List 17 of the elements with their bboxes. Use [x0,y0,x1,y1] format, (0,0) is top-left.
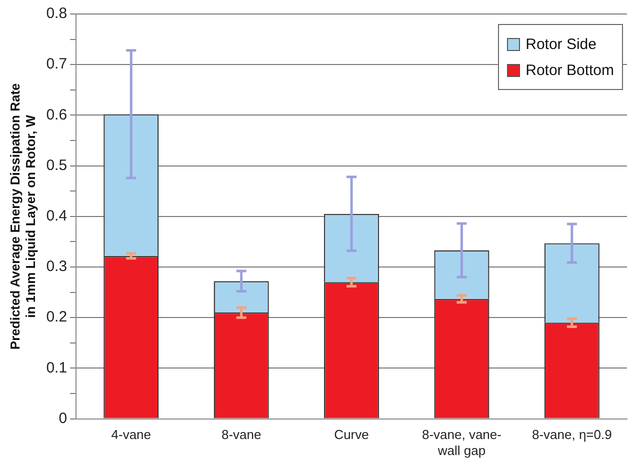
y-tick-label: 0.6 [46,106,68,124]
legend-label: Rotor Bottom [524,60,614,80]
x-tick-label: 8-vane, η=0.9 [532,427,612,442]
y-tick-label: 0.8 [46,5,68,22]
x-tick-label: 8-vane [221,427,262,442]
x-tick-label: Curve [334,427,369,442]
x-tick-label: 8-vane, vane-wall gap [422,427,502,458]
y-tick-label: 0.4 [46,208,68,225]
y-tick-label: 0.7 [46,56,68,73]
y-tick-label: 0.5 [46,156,68,174]
y-tick-label: 0.3 [46,258,68,276]
x-tick-label: 4-vane [111,427,152,442]
y-axis-title: Predicted Average Energy Dissipation Rate in 1mm Liquid Layer on Rotor, W [7,83,38,350]
y-tick-label: 0.2 [46,308,68,326]
y-tick-label: 0 [58,410,68,427]
y-tick-label: 0.1 [46,359,68,376]
legend-label: Rotor Side [524,34,598,54]
